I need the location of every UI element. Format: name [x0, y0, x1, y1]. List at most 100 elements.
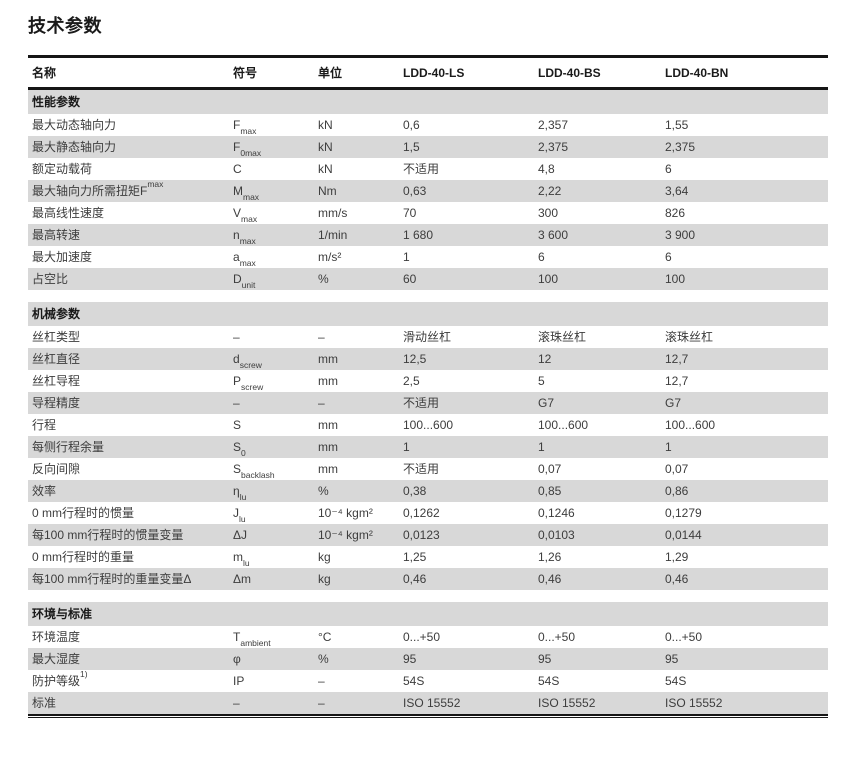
table-bottom-rule — [28, 714, 828, 716]
param-value-LDD-40-BS: 0,0103 — [538, 524, 665, 546]
param-value-LDD-40-BN: 6 — [665, 250, 672, 264]
param-symbol-subscript: unit — [241, 280, 256, 291]
table-row: 最大湿度 φ% 95 95 95 — [28, 648, 828, 670]
param-value-LDD-40-BN: 0,1279 — [665, 506, 702, 520]
param-unit: % — [318, 648, 403, 670]
param-value-LDD-40-BN: 6 — [665, 162, 672, 176]
param-value-LDD-40-LS: 100...600 — [403, 418, 454, 432]
table-bottom-rule-thin — [28, 717, 828, 718]
param-name: 效率 — [28, 480, 233, 502]
param-value-LDD-40-BN: 3 900 — [665, 224, 828, 246]
param-unit: mm — [318, 462, 338, 476]
param-name: 最高线性速度 — [32, 206, 105, 220]
section-header-row: 机械参数 — [28, 302, 828, 326]
param-value-LDD-40-BS: 滚珠丝杠 — [538, 330, 587, 344]
param-unit: kN — [318, 118, 333, 132]
column-header-name: 名称 — [32, 66, 57, 80]
section-gap — [28, 590, 828, 602]
param-symbol: S0 — [233, 436, 318, 458]
param-symbol-subscript: max — [239, 258, 256, 269]
param-value-LDD-40-BN: 0...+50 — [665, 630, 703, 644]
param-unit: – — [318, 330, 325, 344]
table-row: 最大静态轴向力 F0max kN 1,5 2,375 2,375 — [28, 136, 828, 158]
param-symbol: Pscrew — [233, 374, 264, 393]
param-value-LDD-40-BS: 0,1246 — [538, 506, 575, 520]
param-value-LDD-40-LS: 1 680 — [403, 224, 538, 246]
param-value-LDD-40-BS: 0,85 — [538, 480, 665, 502]
param-unit: mm — [318, 348, 403, 370]
param-symbol-subscript: screw — [241, 382, 264, 393]
param-value-LDD-40-BN: 2,375 — [665, 136, 828, 158]
param-value-LDD-40-BS: 54S — [538, 674, 560, 688]
table-header-row: 名称 符号 单位 LDD-40-LS LDD-40-BS LDD-40-BN — [28, 56, 828, 89]
table-header: 名称 符号 单位 LDD-40-LS LDD-40-BS LDD-40-BN — [28, 56, 828, 89]
param-name: 反向间隙 — [32, 462, 81, 476]
param-value-LDD-40-BN: 95 — [665, 648, 828, 670]
table-row: 防护等级1) IP – 54S 54S 54S — [28, 670, 828, 692]
param-symbol-subscript: max — [243, 192, 260, 203]
param-symbol-subscript: max — [239, 236, 256, 247]
param-name: 每侧行程余量 — [28, 436, 233, 458]
param-name: 行程 — [32, 418, 57, 432]
param-value-LDD-40-BS: 5 — [538, 374, 545, 388]
param-value-LDD-40-BN: 12,7 — [665, 374, 689, 388]
table-row: 丝杠类型 – – 滑动丝杠 滚珠丝杠 滚珠丝杠 — [28, 326, 828, 348]
param-value-LDD-40-LS: 0,6 — [403, 118, 420, 132]
param-symbol-subscript: lu — [239, 492, 247, 503]
param-value-LDD-40-BN: ISO 15552 — [665, 692, 828, 714]
param-symbol: – — [233, 692, 318, 714]
table-row: 最大轴向力所需扭矩Fmax Mmax Nm 0,63 2,22 3,64 — [28, 180, 828, 202]
param-value-LDD-40-BS: 100 — [538, 268, 665, 290]
param-value-LDD-40-BN: 0,07 — [665, 462, 689, 476]
param-value-LDD-40-BS: G7 — [538, 392, 665, 414]
param-symbol: Jlu — [233, 506, 246, 525]
param-value-LDD-40-LS: 12,5 — [403, 348, 538, 370]
param-name: 每100 mm行程时的惯量变量 — [28, 524, 233, 546]
param-symbol: F0max — [233, 136, 318, 158]
param-value-LDD-40-LS: 不适用 — [403, 462, 440, 476]
param-symbol: Dunit — [233, 268, 318, 290]
param-unit: m/s² — [318, 250, 342, 264]
param-value-LDD-40-BS: 12 — [538, 348, 665, 370]
param-name: 每100 mm行程时的重量变量Δ — [28, 568, 233, 590]
param-name: 最大静态轴向力 — [28, 136, 233, 158]
param-name: 额定动载荷 — [32, 162, 93, 176]
param-value-LDD-40-BS: 1 — [538, 436, 665, 458]
param-value-LDD-40-LS: 54S — [403, 674, 425, 688]
page-title: 技术参数 — [28, 16, 102, 36]
param-unit: – — [318, 674, 325, 688]
table-row: 标准 – – ISO 15552 ISO 15552 ISO 15552 — [28, 692, 828, 714]
param-symbol-subscript: 0 — [241, 448, 246, 459]
param-name: 占空比 — [28, 268, 233, 290]
column-header-ldd-40-ls: LDD-40-LS — [403, 65, 465, 80]
param-value-LDD-40-BN: 100...600 — [665, 418, 716, 432]
param-symbol-subscript: screw — [239, 360, 262, 371]
table-row: 占空比 Dunit% 60 100 100 — [28, 268, 828, 290]
param-value-LDD-40-LS: 不适用 — [403, 162, 440, 176]
param-value-LDD-40-BS: 3 600 — [538, 224, 665, 246]
param-value-LDD-40-LS: 0,46 — [403, 568, 538, 590]
param-value-LDD-40-LS: 1 — [403, 436, 538, 458]
param-symbol: Sbacklash — [233, 462, 275, 481]
param-unit: mm/s — [318, 206, 348, 220]
param-name: 丝杠直径 — [28, 348, 233, 370]
param-value-LDD-40-BS: 2,357 — [538, 118, 569, 132]
param-value-LDD-40-BS: 0...+50 — [538, 630, 576, 644]
param-symbol: ηlu — [233, 480, 318, 502]
table-row: 最高转速 nmax 1/min 1 680 3 600 3 900 — [28, 224, 828, 246]
param-value-LDD-40-LS: 0,0123 — [403, 524, 538, 546]
param-unit: mm — [318, 418, 338, 432]
param-unit: °C — [318, 630, 332, 644]
param-value-LDD-40-LS: 0,1262 — [403, 506, 440, 520]
param-unit: kN — [318, 162, 333, 176]
param-value-LDD-40-LS: 1 — [403, 250, 410, 264]
param-value-LDD-40-LS: 0...+50 — [403, 630, 441, 644]
param-unit: Nm — [318, 180, 403, 202]
param-symbol: mlu — [233, 550, 250, 569]
param-symbol: ΔJ — [233, 524, 318, 546]
param-value-LDD-40-LS: 0,63 — [403, 180, 538, 202]
param-value-LDD-40-BN: G7 — [665, 392, 828, 414]
section-header-row: 性能参数 — [28, 88, 828, 114]
